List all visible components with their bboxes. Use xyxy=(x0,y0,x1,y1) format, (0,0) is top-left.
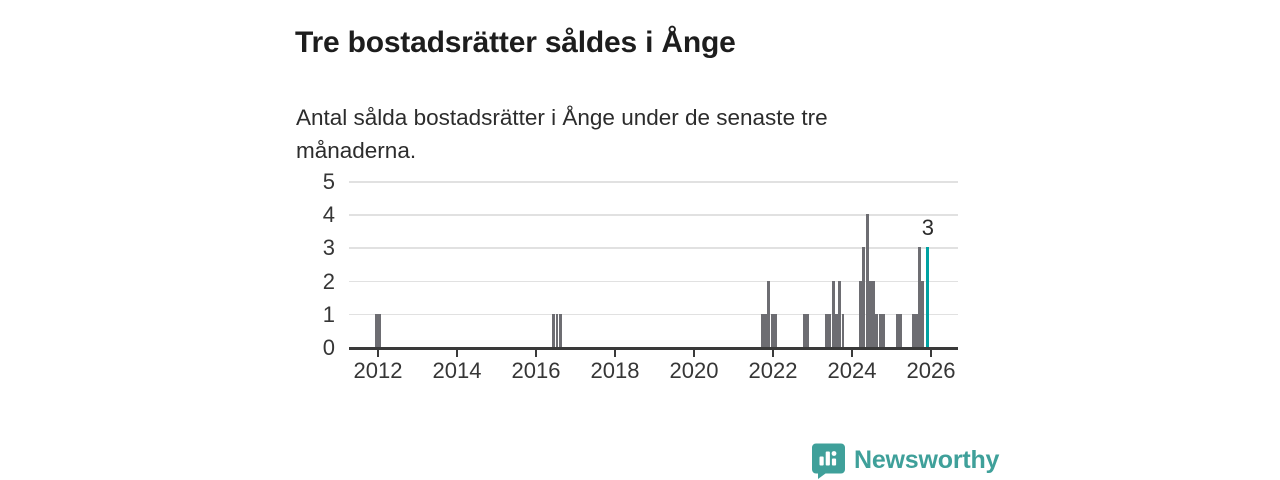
bar xyxy=(912,313,916,347)
gridline xyxy=(349,313,958,316)
gridline xyxy=(349,280,958,283)
bar xyxy=(803,313,807,347)
bar xyxy=(555,313,559,347)
bar xyxy=(875,313,879,347)
newsworthy-logo: Newsworthy xyxy=(811,442,999,479)
bar xyxy=(841,313,845,347)
y-axis-tick-label: 4 xyxy=(322,202,335,228)
x-axis-tick-label: 2012 xyxy=(353,358,403,383)
chart-subtitle: Antal sålda bostadsrätter i Ånge under d… xyxy=(296,104,828,163)
x-axis-tick-label: 2026 xyxy=(906,358,956,383)
x-axis-tick xyxy=(851,349,853,357)
bar xyxy=(918,247,922,347)
x-axis-tick xyxy=(456,349,458,357)
bar xyxy=(559,313,562,347)
bar xyxy=(773,313,777,347)
bar xyxy=(767,280,771,347)
bar xyxy=(921,280,925,347)
bar xyxy=(552,313,556,347)
bar xyxy=(865,214,869,347)
bar xyxy=(375,313,378,347)
bar xyxy=(837,280,841,347)
bar xyxy=(824,313,828,347)
x-axis-tick xyxy=(377,349,379,357)
bar xyxy=(882,313,886,347)
gridline xyxy=(349,247,958,249)
x-axis-tick-label: 2024 xyxy=(827,358,877,383)
bar xyxy=(831,280,835,347)
bar xyxy=(806,313,810,347)
y-axis-tick-label: 2 xyxy=(322,268,335,294)
x-axis-tick xyxy=(614,349,616,357)
bar xyxy=(834,313,838,347)
bar xyxy=(879,313,882,347)
page-title: Tre bostadsrätter såldes i Ånge xyxy=(295,26,736,60)
newsworthy-wordmark: Newsworthy xyxy=(854,446,1000,474)
bar xyxy=(896,313,899,347)
bar xyxy=(872,280,876,347)
y-axis-tick-label: 5 xyxy=(322,169,335,194)
bar xyxy=(764,313,767,347)
bar xyxy=(378,313,382,347)
x-axis-tick-label: 2014 xyxy=(432,358,482,383)
bar xyxy=(899,313,903,347)
x-axis-line xyxy=(349,347,958,350)
x-axis-tick xyxy=(535,349,537,357)
bar xyxy=(869,280,873,347)
bar-value-label: 3 xyxy=(921,215,934,241)
x-axis-tick xyxy=(693,349,695,357)
bar xyxy=(859,280,863,347)
gridline xyxy=(349,214,958,216)
bar xyxy=(770,313,774,347)
x-axis-tick-label: 2020 xyxy=(669,358,719,383)
y-axis-tick-label: 0 xyxy=(322,335,335,360)
bar xyxy=(828,313,831,347)
y-axis-tick-label: 3 xyxy=(322,235,335,261)
bar xyxy=(760,313,764,347)
x-axis-tick xyxy=(930,349,932,357)
x-axis-tick-label: 2018 xyxy=(590,358,640,383)
x-axis-tick-label: 2022 xyxy=(748,358,798,383)
y-axis-tick-label: 1 xyxy=(322,301,335,327)
x-axis-tick xyxy=(772,349,774,357)
highlight-bar xyxy=(926,247,930,347)
newsworthy-chart-bubble-icon xyxy=(811,442,846,479)
gridline xyxy=(349,181,958,183)
bar xyxy=(862,247,866,347)
bar xyxy=(914,313,918,347)
x-axis-tick-label: 2016 xyxy=(511,358,561,383)
